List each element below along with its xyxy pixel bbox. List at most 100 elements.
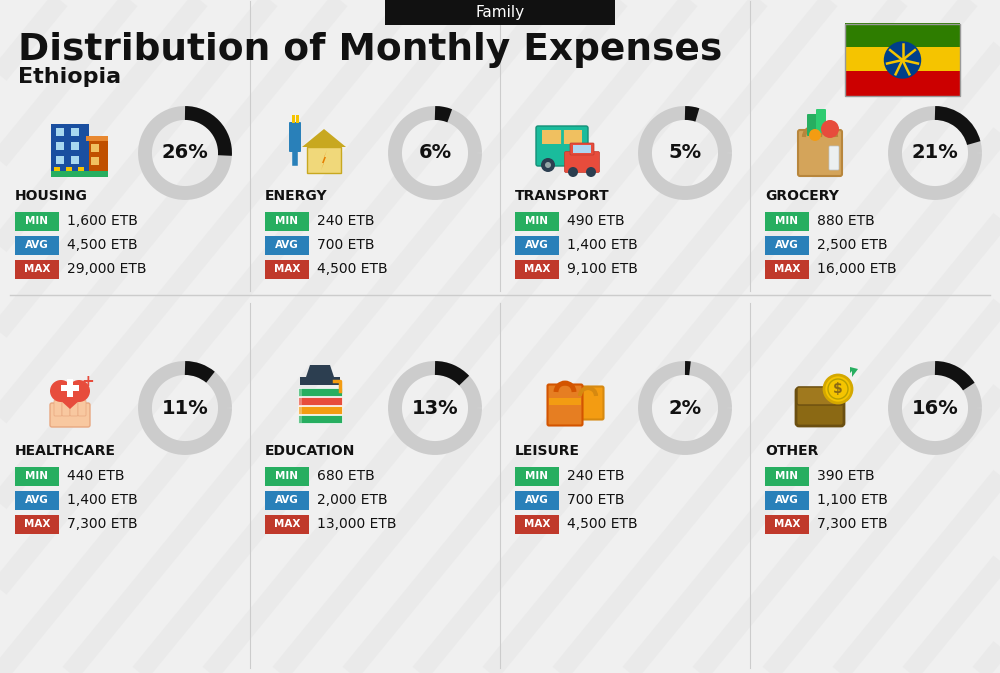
FancyBboxPatch shape [298,397,342,405]
Text: Ethiopia: Ethiopia [18,67,121,87]
Text: AVG: AVG [525,495,549,505]
FancyBboxPatch shape [515,491,559,509]
Text: Family: Family [475,5,525,20]
FancyBboxPatch shape [300,377,340,385]
Text: Distribution of Monthly Expenses: Distribution of Monthly Expenses [18,32,722,68]
Circle shape [821,120,839,138]
Text: MAX: MAX [774,519,800,529]
FancyBboxPatch shape [86,136,108,141]
FancyBboxPatch shape [796,388,844,426]
FancyBboxPatch shape [765,211,809,230]
FancyBboxPatch shape [307,147,341,173]
FancyBboxPatch shape [51,124,89,172]
FancyBboxPatch shape [536,126,588,166]
FancyBboxPatch shape [265,260,309,279]
FancyBboxPatch shape [51,171,108,177]
FancyBboxPatch shape [296,115,299,123]
Circle shape [884,41,921,79]
Text: 700 ETB: 700 ETB [317,238,374,252]
Text: MAX: MAX [774,264,800,274]
FancyBboxPatch shape [298,397,302,405]
Text: MAX: MAX [274,264,300,274]
Circle shape [573,162,579,168]
FancyBboxPatch shape [515,211,559,230]
Text: 390 ETB: 390 ETB [817,469,875,483]
Text: AVG: AVG [775,495,799,505]
FancyBboxPatch shape [845,23,960,48]
Text: 11%: 11% [162,398,208,417]
FancyBboxPatch shape [549,398,581,405]
Text: 1,600 ETB: 1,600 ETB [67,214,138,228]
FancyBboxPatch shape [70,400,78,416]
Circle shape [541,158,555,172]
FancyBboxPatch shape [797,387,843,405]
FancyBboxPatch shape [67,379,73,397]
FancyBboxPatch shape [265,466,309,485]
Text: 680 ETB: 680 ETB [317,469,375,483]
Text: AVG: AVG [275,240,299,250]
Text: MIN: MIN [26,471,48,481]
Circle shape [545,162,551,168]
Text: 880 ETB: 880 ETB [817,214,875,228]
FancyBboxPatch shape [298,406,302,414]
FancyBboxPatch shape [385,0,615,25]
FancyBboxPatch shape [61,385,79,391]
FancyBboxPatch shape [78,167,84,171]
Circle shape [569,158,583,172]
FancyBboxPatch shape [298,406,342,414]
Text: 1,100 ETB: 1,100 ETB [817,493,888,507]
FancyBboxPatch shape [807,114,817,136]
Text: $: $ [833,382,843,396]
Text: 5%: 5% [668,143,702,162]
Circle shape [68,380,90,402]
FancyBboxPatch shape [845,71,960,96]
FancyBboxPatch shape [765,514,809,534]
Text: HOUSING: HOUSING [15,189,88,203]
Text: MIN: MIN [26,216,48,226]
FancyBboxPatch shape [71,156,79,164]
Text: MAX: MAX [274,519,300,529]
FancyBboxPatch shape [515,514,559,534]
FancyBboxPatch shape [298,388,302,396]
FancyBboxPatch shape [765,260,809,279]
FancyBboxPatch shape [15,466,59,485]
FancyBboxPatch shape [289,122,301,152]
Circle shape [586,167,596,177]
Text: 7,300 ETB: 7,300 ETB [67,517,138,531]
FancyBboxPatch shape [515,236,559,254]
FancyBboxPatch shape [298,415,302,423]
Text: 4,500 ETB: 4,500 ETB [317,262,388,276]
FancyBboxPatch shape [816,109,826,133]
Text: MAX: MAX [524,519,550,529]
FancyBboxPatch shape [572,386,604,419]
Text: MIN: MIN [276,216,298,226]
FancyBboxPatch shape [15,491,59,509]
FancyBboxPatch shape [91,157,99,165]
FancyBboxPatch shape [62,400,70,416]
FancyBboxPatch shape [573,145,591,153]
Text: 1,400 ETB: 1,400 ETB [67,493,138,507]
Text: EDUCATION: EDUCATION [265,444,355,458]
FancyBboxPatch shape [515,260,559,279]
FancyBboxPatch shape [845,47,960,72]
FancyBboxPatch shape [515,466,559,485]
Text: 240 ETB: 240 ETB [317,214,374,228]
Text: HEALTHCARE: HEALTHCARE [15,444,116,458]
FancyBboxPatch shape [292,115,295,123]
Text: MAX: MAX [24,264,50,274]
Text: 2,000 ETB: 2,000 ETB [317,493,388,507]
Text: 16%: 16% [912,398,958,417]
Text: 21%: 21% [912,143,958,162]
Circle shape [809,129,821,141]
Text: 29,000 ETB: 29,000 ETB [67,262,146,276]
FancyBboxPatch shape [15,260,59,279]
Text: 2%: 2% [668,398,702,417]
Text: GROCERY: GROCERY [765,189,839,203]
Text: 13%: 13% [412,398,458,417]
Text: LEISURE: LEISURE [515,444,580,458]
FancyBboxPatch shape [15,514,59,534]
Text: MAX: MAX [24,519,50,529]
Text: 240 ETB: 240 ETB [567,469,624,483]
FancyBboxPatch shape [54,167,60,171]
Text: AVG: AVG [775,240,799,250]
